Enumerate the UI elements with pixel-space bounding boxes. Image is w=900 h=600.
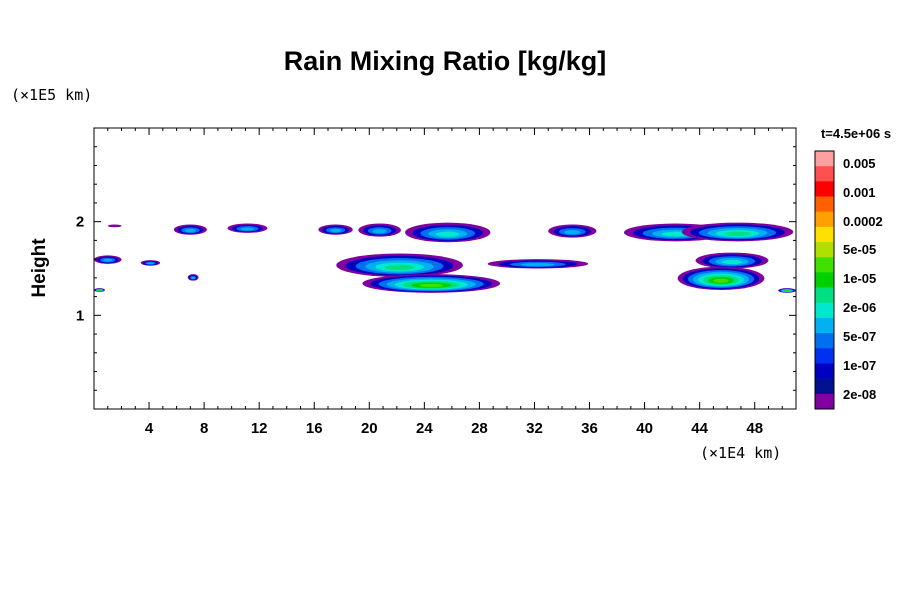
y-tick-label: 1 [76, 307, 84, 324]
contour-region [318, 224, 353, 235]
contour-region [405, 222, 491, 243]
colorbar-label: 1e-07 [843, 358, 876, 373]
contour-band [103, 258, 113, 262]
contour-band [785, 290, 789, 292]
contour-region [358, 223, 401, 237]
colorbar-swatch [815, 272, 834, 288]
x-tick-label: 48 [746, 420, 763, 437]
contour-region [681, 222, 794, 242]
colorbar-swatch [815, 333, 834, 349]
colorbar-label: 2e-06 [843, 300, 876, 315]
contour-band [240, 227, 255, 231]
contour-region [487, 259, 589, 269]
contour-band [384, 264, 415, 271]
contour-region [336, 253, 463, 277]
contour-region [695, 252, 769, 269]
contour-band [713, 278, 729, 283]
contour-band [184, 228, 196, 233]
colorbar-label: 0.005 [843, 156, 876, 171]
contour-band [564, 229, 581, 235]
colorbar-swatch [815, 348, 834, 364]
x-tick-label: 4 [145, 420, 154, 437]
contour-band [147, 262, 154, 265]
colorbar-frame [814, 150, 835, 410]
colorbar-label: 0.0002 [843, 214, 883, 229]
x-tick-label: 32 [526, 420, 543, 437]
contour-band [521, 263, 555, 267]
contour-region [140, 260, 161, 266]
colorbar-label: 0.001 [843, 185, 876, 200]
contour-band [191, 276, 195, 280]
contour-region [94, 255, 122, 264]
contour-region [778, 288, 796, 293]
colorbar-swatch [815, 378, 834, 395]
contour-band [419, 283, 444, 288]
time-label: t=4.5e+06 s [821, 126, 891, 141]
plot-frame [93, 127, 797, 410]
colorbar-swatch [815, 317, 834, 334]
contour-region [362, 274, 501, 293]
colorbar-swatch [815, 196, 834, 213]
colorbar-swatch [815, 257, 834, 273]
x-tick-label: 40 [636, 420, 653, 437]
x-tick-label: 36 [581, 420, 598, 437]
contour-band [372, 229, 387, 234]
contour-region [94, 288, 106, 292]
colorbar-label: 1e-05 [843, 271, 876, 286]
colorbar-swatch [815, 181, 834, 197]
contour-band [722, 259, 742, 265]
x-tick-label: 20 [361, 420, 378, 437]
x-tick-label: 24 [416, 420, 433, 437]
colorbar-swatch [815, 166, 834, 182]
colorbar-label: 5e-05 [843, 242, 876, 257]
contour-region [677, 266, 765, 291]
x-tick-label: 44 [691, 420, 708, 437]
contour-region [548, 224, 597, 238]
x-tick-label: 12 [251, 420, 268, 437]
contour-region [173, 224, 207, 235]
colorbar: 0.005 0.001 0.0002 5e-05 1e-05 2e-06 5e-07 1e-0… [814, 150, 883, 410]
x-axis-unit: (×1E4 km) [700, 444, 782, 462]
colorbar-swatch [815, 363, 834, 379]
contour-region [107, 224, 122, 228]
colorbar-swatch [815, 151, 834, 167]
contour-region [227, 223, 268, 233]
contour-band [724, 231, 751, 236]
contour-band [98, 289, 101, 292]
colorbar-swatch [815, 226, 834, 243]
colorbar-swatch [815, 211, 834, 228]
chart-title: Rain Mixing Ratio [kg/kg] [283, 46, 607, 76]
contour-region [187, 274, 199, 281]
colorbar-swatch [815, 302, 834, 319]
colorbar-swatch [815, 242, 834, 258]
x-tick-label: 16 [306, 420, 323, 437]
colorbar-swatch [815, 287, 834, 304]
contour-band [107, 224, 122, 228]
colorbar-label: 5e-07 [843, 329, 876, 344]
colorbar-label: 2e-08 [843, 387, 876, 402]
x-tick-label: 8 [200, 420, 208, 437]
y-tick-label: 2 [76, 214, 84, 231]
contour-band [436, 231, 460, 237]
colorbar-swatch [815, 393, 834, 410]
y-axis-unit: (×1E5 km) [11, 86, 93, 104]
x-tick-label: 28 [471, 420, 488, 437]
contour-regions [94, 222, 796, 293]
contour-band [329, 228, 342, 233]
